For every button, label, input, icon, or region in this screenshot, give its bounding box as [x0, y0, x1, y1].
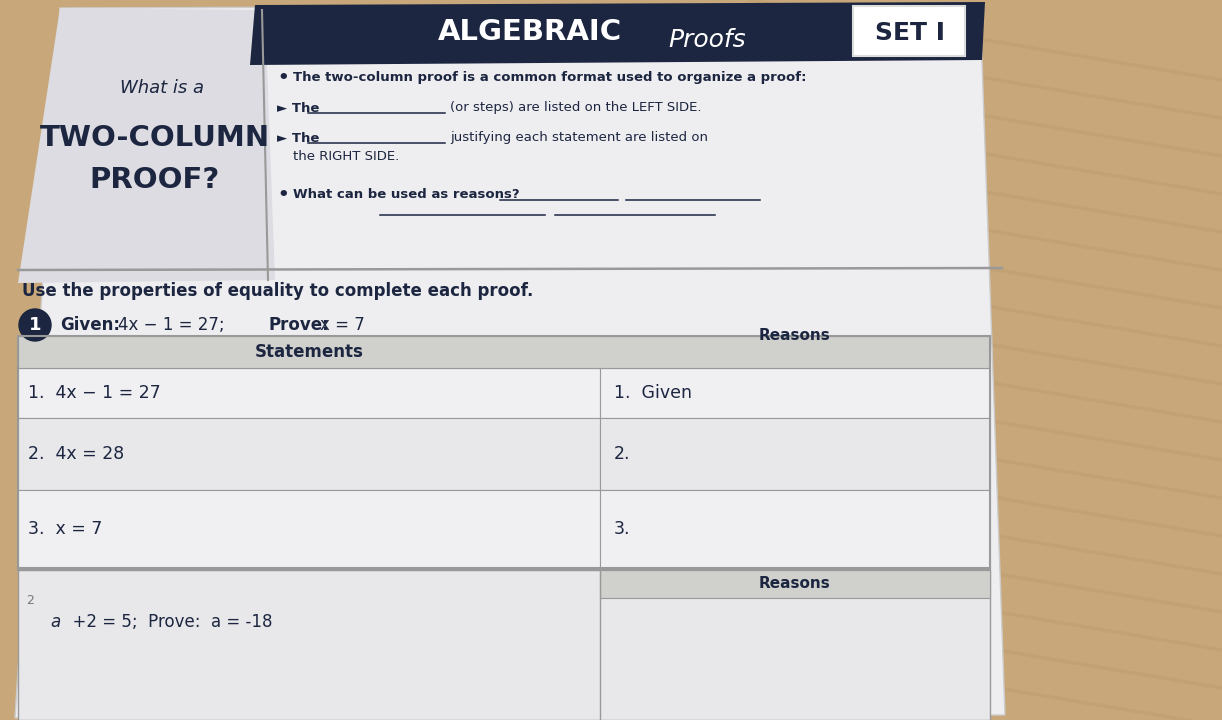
Text: TWO-COLUMN: TWO-COLUMN [40, 124, 270, 152]
Text: +2 = 5;  Prove:  a = -18: +2 = 5; Prove: a = -18 [62, 613, 273, 631]
Text: Reasons: Reasons [759, 328, 831, 343]
Text: The two-column proof is a common format used to organize a proof:: The two-column proof is a common format … [293, 71, 807, 84]
FancyBboxPatch shape [600, 490, 990, 568]
FancyBboxPatch shape [18, 490, 600, 568]
Text: Proofs: Proofs [668, 28, 745, 52]
Text: justifying each statement are listed on: justifying each statement are listed on [450, 132, 708, 145]
Text: PROOF?: PROOF? [90, 166, 220, 194]
Polygon shape [18, 8, 275, 283]
Text: 1.  Given: 1. Given [613, 384, 692, 402]
Text: 4x − 1 = 27;: 4x − 1 = 27; [119, 316, 225, 334]
FancyBboxPatch shape [18, 570, 990, 720]
FancyBboxPatch shape [600, 368, 990, 418]
Polygon shape [251, 2, 985, 65]
Text: Use the properties of equality to complete each proof.: Use the properties of equality to comple… [22, 282, 533, 300]
Text: 1: 1 [29, 316, 42, 334]
Text: What can be used as reasons?: What can be used as reasons? [293, 189, 519, 202]
FancyBboxPatch shape [600, 570, 990, 598]
Text: the RIGHT SIDE.: the RIGHT SIDE. [293, 150, 400, 163]
Text: 3.  x = 7: 3. x = 7 [28, 520, 103, 538]
Text: (or steps) are listed on the LEFT SIDE.: (or steps) are listed on the LEFT SIDE. [450, 102, 701, 114]
FancyBboxPatch shape [600, 418, 990, 490]
Text: Reasons: Reasons [759, 577, 831, 592]
FancyBboxPatch shape [18, 368, 600, 418]
Text: 1.  4x − 1 = 27: 1. 4x − 1 = 27 [28, 384, 161, 402]
Text: ► The: ► The [277, 132, 319, 145]
FancyBboxPatch shape [18, 418, 600, 490]
Polygon shape [15, 5, 1004, 718]
Text: 2.  4x = 28: 2. 4x = 28 [28, 445, 125, 463]
Text: x = 7: x = 7 [320, 316, 364, 334]
Text: 2.: 2. [613, 445, 631, 463]
FancyBboxPatch shape [853, 6, 965, 56]
Text: SET I: SET I [875, 21, 945, 45]
Text: 2: 2 [26, 593, 34, 606]
Text: 3.: 3. [613, 520, 631, 538]
Text: •: • [277, 186, 288, 204]
Text: ALGEBRAIC: ALGEBRAIC [437, 18, 622, 46]
FancyBboxPatch shape [18, 336, 990, 368]
Text: Given:: Given: [60, 316, 120, 334]
Text: Statements: Statements [254, 343, 363, 361]
Text: ► The: ► The [277, 102, 319, 114]
Text: •: • [277, 69, 288, 87]
Text: What is a: What is a [120, 79, 204, 97]
Text: a: a [50, 613, 60, 631]
Text: Prove:: Prove: [268, 316, 329, 334]
Circle shape [20, 309, 51, 341]
